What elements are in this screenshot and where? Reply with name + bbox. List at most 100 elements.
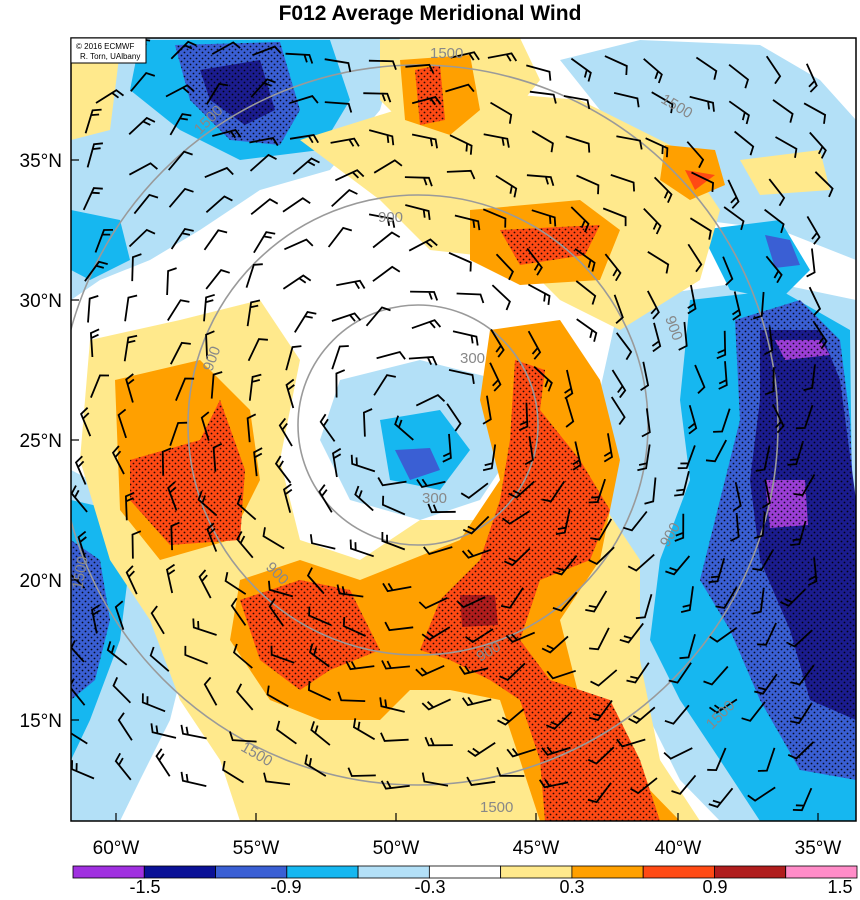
wind-barb [728,63,750,89]
wind-barb [765,255,783,284]
wind-barb [756,622,777,646]
wind-barb [467,741,496,757]
wind-barb [289,95,319,105]
wind-barb [680,586,694,613]
wind-barb [410,290,439,301]
wind-barb [787,741,815,760]
wind-barb [483,133,510,148]
wind-barb [812,320,828,350]
wind-barb [381,495,406,516]
wind-barb [703,665,729,686]
wind-barb [275,720,297,745]
wind-barb [627,553,655,572]
wind-barb [308,606,332,626]
wind-barb [170,341,191,365]
wind-barb [372,231,401,249]
wind-barb [687,243,703,273]
wind-barb [526,247,543,276]
wind-barb [677,445,696,470]
latitude-labels: 35°N 30°N 25°N 20°N 15°N [20,151,62,732]
wind-barb [250,198,279,216]
wind-barb [687,284,697,315]
wind-barb [306,567,325,595]
wind-barb [130,71,156,92]
wind-barb [381,660,410,670]
wind-barb [786,629,813,648]
wind-barb [125,565,138,595]
wind-barb [337,691,366,702]
lat-label-15n: 15°N [20,711,62,732]
wind-barb [527,330,542,360]
ring-label-1500-g: 1500 [69,555,92,591]
map-frame [70,37,857,822]
wind-barb [452,330,479,346]
wind-barb [695,56,718,80]
wind-barb [790,702,813,725]
wind-barb [349,539,374,558]
wind-barb [175,377,195,401]
wind-barb [541,746,571,756]
wind-barb [230,597,247,626]
wind-barb [236,683,254,711]
wind-barb [752,291,765,320]
wind-barb [518,402,529,432]
lat-label-35n: 35°N [20,151,62,172]
wind-barb [421,698,451,711]
colorbar-label-neg-0-3: -0.3 [414,877,445,897]
wind-barb [772,404,785,434]
wind-barb [651,322,662,353]
longitude-labels: 60°W 55°W 50°W 45°W 40°W 35°W [93,838,842,859]
wind-barb [248,373,262,401]
wind-barb [565,398,575,428]
wind-barb [128,162,158,176]
wind-barb [506,748,536,758]
stippling [71,42,856,821]
wind-barb [149,646,170,672]
wind-barb [222,760,244,784]
colorbar-label-0-3: 0.3 [559,877,584,897]
wind-barb [809,131,827,159]
wind-barb [570,206,590,233]
wind-barb [663,747,693,760]
wind-barb [368,59,397,71]
wind-barb [376,350,406,360]
wind-barb [379,697,405,713]
wind-barb [411,95,442,106]
wind-barb [106,641,128,666]
wind-barb [246,413,257,443]
wind-barb [613,92,640,108]
wind-barb [274,455,292,484]
wind-barb [184,645,208,665]
wind-barb [527,283,551,306]
wind-barb [331,189,358,208]
wind-barb [795,404,814,430]
wind-barb [111,445,125,475]
wind-barb [610,174,635,192]
lon-label-45w: 45°W [513,838,560,859]
wind-barb [448,251,472,272]
wind-barb [377,477,407,487]
wind-barb [496,766,525,777]
wind-barb [80,407,92,437]
wind-barb [308,643,330,668]
colorbar-labels: -1.5 -0.9 -0.3 0.3 0.9 1.5 [129,877,852,897]
wind-barb [332,447,342,478]
wind-barb [203,676,218,706]
wind-barb [404,176,433,187]
wind-barb [462,515,490,535]
wind-barb [84,108,102,134]
wind-barb [427,503,456,514]
wind-barb [421,772,449,787]
wind-barb [423,546,453,556]
wind-barb [555,508,571,535]
wind-barb [161,447,172,476]
wind-barb [204,166,234,179]
ring-label-1500-a: 1500 [430,45,463,62]
wind-barb [71,635,85,663]
wind-barb [166,267,177,296]
wind-barb [499,662,526,681]
wind-barb [628,706,656,724]
wind-barb [765,55,782,85]
wind-barb [350,454,376,473]
credit-box: © 2016 ECMWF R. Torn, UAlbany [70,37,147,64]
